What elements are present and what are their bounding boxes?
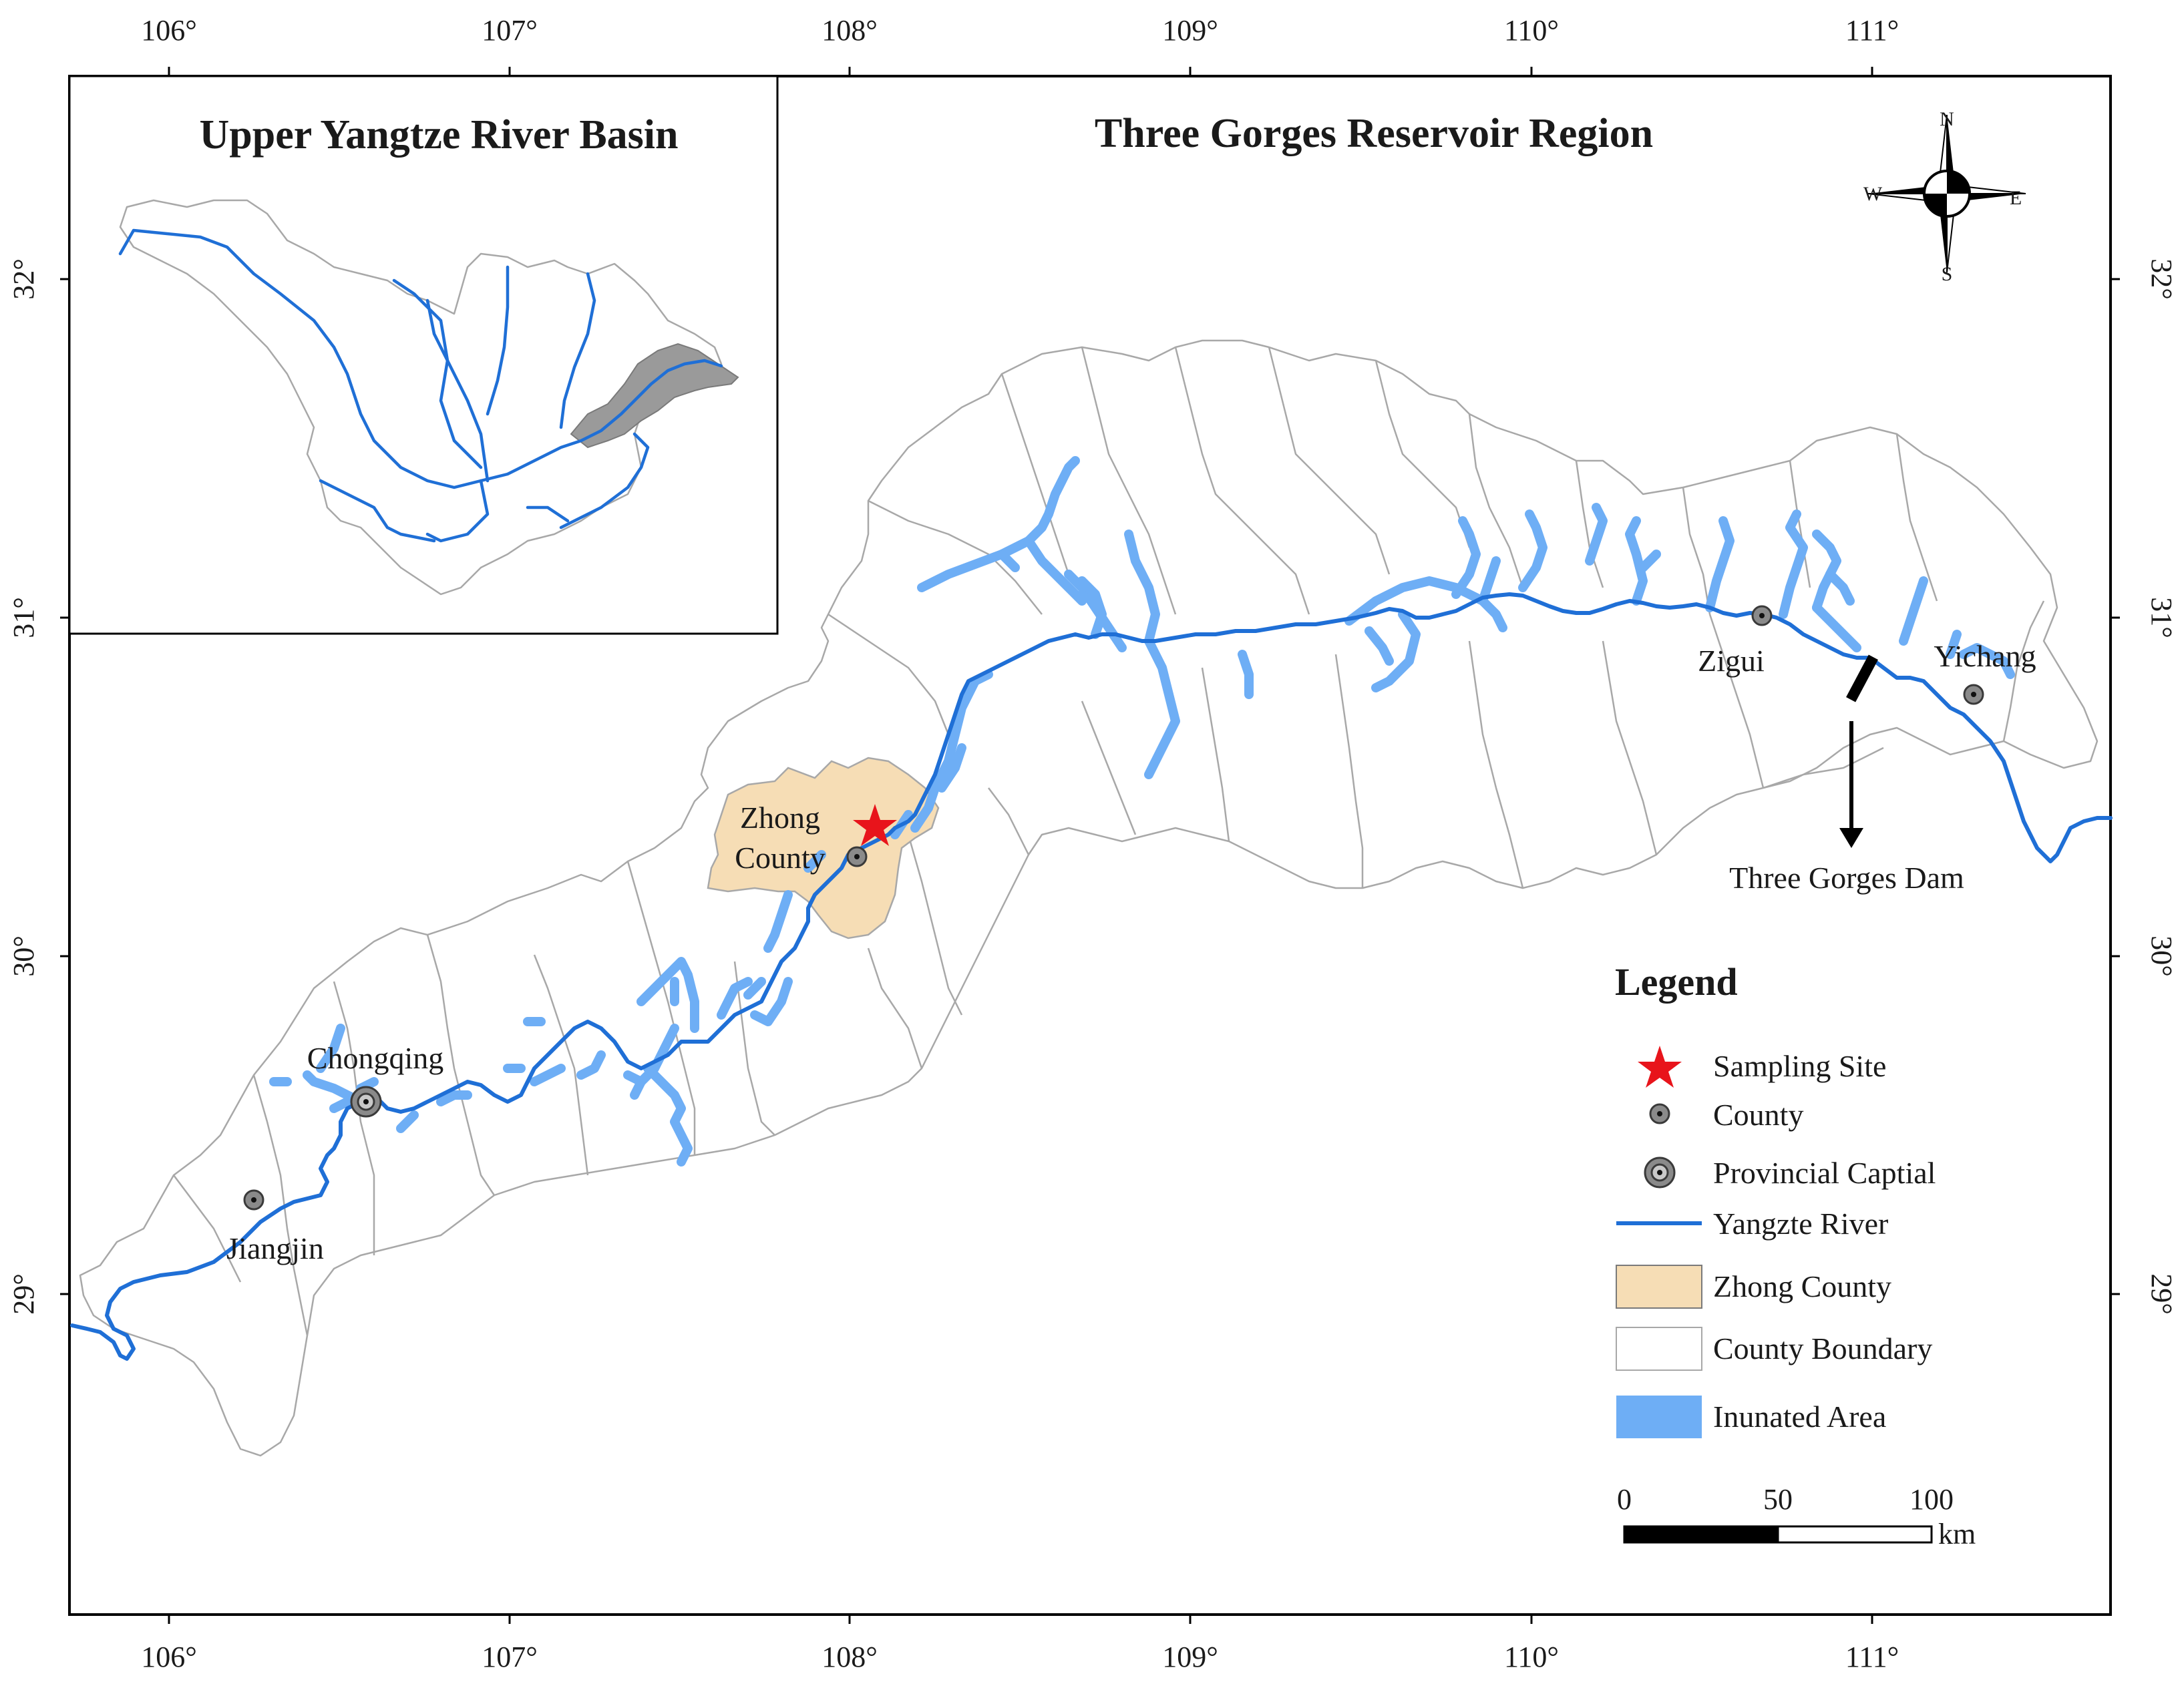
legend-label-sampling-site: Sampling Site [1713,1049,1886,1083]
inset-map: Upper Yangtze River Basin [68,75,779,635]
lat-label-31-left: 31° [7,597,40,638]
scale-tick-50: 50 [1763,1483,1793,1516]
legend-county-symbol [1649,1103,1670,1124]
dam-arrow-head [1839,828,1863,848]
lon-label-106-top: 106° [141,14,197,47]
county-dot-jiangjin [243,1189,264,1211]
lon-label-109-top: 109° [1162,14,1218,47]
legend-label-provincial-capital: Provincial Captial [1713,1156,1936,1190]
inundated-areas [269,456,2015,1167]
scale-tick-100: 100 [1909,1483,1954,1516]
capital-ring-chongqing [350,1086,382,1118]
county-boundaries [79,339,2099,1457]
legend: Legend Sampling Site County Provincial C… [1615,960,1936,1438]
legend-inundated-symbol [1616,1396,1702,1438]
legend-county-boundary-symbol [1616,1327,1702,1371]
label-county: County [735,841,825,875]
legend-label-zhong-county: Zhong County [1713,1269,1891,1303]
label-jiangjin: Jiangjin [226,1231,324,1265]
lat-label-32-right: 32° [2145,258,2178,300]
lon-label-110-bottom: 110° [1504,1641,1559,1673]
lat-label-29-right: 29° [2145,1273,2178,1315]
label-zigui: Zigui [1698,644,1765,678]
lon-label-108-top: 108° [822,14,878,47]
compass-s: S [1942,263,1953,285]
label-chongqing: Chongqing [307,1041,443,1075]
legend-star-symbol [1638,1046,1682,1088]
longitude-ticks [168,67,1873,1624]
compass-n: N [1940,108,1954,130]
county-dot-yichang [1963,684,1984,705]
main-title: Three Gorges Reservoir Region [1095,111,1653,156]
legend-label-yangtze-river: Yangzte River [1713,1207,1888,1241]
label-three-gorges-dam: Three Gorges Dam [1729,861,1964,895]
latitude-ticks [60,278,2120,1295]
legend-capital-symbol [1644,1156,1676,1189]
lat-label-31-right: 31° [2145,597,2178,638]
lat-label-30-right: 30° [2145,935,2178,977]
lat-label-32-left: 32° [7,258,40,300]
scale-bar: 0 50 100 km [1617,1483,1976,1550]
sampling-site-star [853,804,897,846]
lat-label-30-left: 30° [7,935,40,977]
lon-label-111-top: 111° [1845,14,1899,47]
scale-tick-0: 0 [1617,1483,1632,1516]
county-dot-zigui [1751,605,1773,626]
compass-e: E [2010,187,2022,209]
lon-label-109-bottom: 109° [1162,1641,1218,1673]
region-outline [79,339,2099,1457]
dam-marker [1846,654,1878,702]
lon-label-106-bottom: 106° [141,1641,197,1673]
legend-title: Legend [1615,960,1738,1004]
label-zhong: Zhong [740,801,820,835]
lat-label-29-left: 29° [7,1273,40,1315]
inset-rivers [118,228,723,543]
lon-label-110-top: 110° [1504,14,1559,47]
lon-label-108-bottom: 108° [822,1641,878,1673]
label-yichang: Yichang [1934,639,2036,673]
north-arrow-compass [1867,114,2026,273]
county-markers [243,605,1984,1211]
legend-label-county-boundary: County Boundary [1713,1331,1932,1365]
zhong-county-area [707,757,940,939]
scale-unit: km [1938,1518,1976,1550]
county-dot-zhong [846,846,868,867]
lon-label-107-bottom: 107° [482,1641,538,1673]
lon-label-111-bottom: 111° [1845,1641,1899,1673]
inset-title: Upper Yangtze River Basin [199,112,678,158]
lon-label-107-top: 107° [482,14,538,47]
compass-w: W [1863,183,1883,205]
legend-label-county: County [1713,1098,1803,1132]
legend-zhong-county-symbol [1616,1265,1702,1309]
legend-label-inundated-area: Inunated Area [1713,1400,1886,1434]
